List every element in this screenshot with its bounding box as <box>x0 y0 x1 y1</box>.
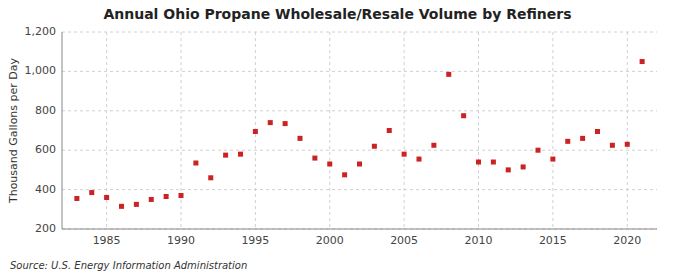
point <box>283 121 288 126</box>
point <box>89 190 94 195</box>
point <box>134 202 139 207</box>
y-axis-label: Thousand Gallons per Day <box>7 57 20 204</box>
point <box>640 59 645 64</box>
x-axis-line <box>62 229 657 230</box>
x-tick-label: 1990 <box>167 234 195 247</box>
point <box>446 72 451 77</box>
point <box>417 157 422 162</box>
point <box>595 129 600 134</box>
y-tick-label: 800 <box>35 104 56 117</box>
point <box>238 152 243 157</box>
point <box>327 161 332 166</box>
y-grid-line <box>62 150 657 151</box>
x-grid-line <box>404 32 405 229</box>
point <box>387 128 392 133</box>
x-tick-label: 2010 <box>465 234 493 247</box>
y-grid-line <box>62 71 657 72</box>
point <box>565 139 570 144</box>
x-tick-label: 1985 <box>93 234 121 247</box>
y-axis-line <box>62 32 63 229</box>
y-tick-label: 400 <box>35 183 56 196</box>
point <box>193 161 198 166</box>
x-tick-label: 1995 <box>241 234 269 247</box>
point <box>491 160 496 165</box>
point <box>164 194 169 199</box>
point <box>476 160 481 165</box>
point <box>461 113 466 118</box>
point <box>506 167 511 172</box>
y-grid-line <box>62 110 657 111</box>
point <box>372 144 377 149</box>
point <box>536 148 541 153</box>
point <box>298 136 303 141</box>
axes: 200 400 600 800 1,000 1,200 1985 1990 1995 2000 20… <box>25 25 658 247</box>
y-tick-label: 200 <box>35 222 56 235</box>
point <box>431 143 436 148</box>
x-grid-line <box>181 32 182 229</box>
chart-title: Annual Ohio Propane Wholesale/Resale Vol… <box>103 6 571 22</box>
point <box>223 153 228 158</box>
x-tick-label: 2000 <box>316 234 344 247</box>
y-tick-label: 600 <box>35 143 56 156</box>
point <box>610 143 615 148</box>
y-grid-line <box>62 32 657 33</box>
point <box>179 193 184 198</box>
point <box>580 136 585 141</box>
point <box>149 197 154 202</box>
y-tick-label: 1,000 <box>25 64 57 77</box>
x-tick-label: 2015 <box>539 234 567 247</box>
x-grid-line <box>552 32 553 229</box>
chart-svg: 200 400 600 800 1,000 1,200 1985 1990 1995 2000 20… <box>0 0 675 275</box>
y-grid-line <box>62 229 657 230</box>
chart-container: 200 400 600 800 1,000 1,200 1985 1990 1995 2000 20… <box>0 0 675 275</box>
y-grid-line <box>62 189 657 190</box>
point <box>268 120 273 125</box>
point <box>521 164 526 169</box>
x-grid-line <box>478 32 479 229</box>
point <box>208 175 213 180</box>
point <box>625 142 630 147</box>
source-note: Source: U.S. Energy Information Administ… <box>10 260 247 271</box>
x-tick-label: 2020 <box>613 234 641 247</box>
point <box>402 152 407 157</box>
grid <box>62 32 657 229</box>
point <box>550 157 555 162</box>
x-grid-line <box>627 32 628 229</box>
point <box>342 172 347 177</box>
x-grid-line <box>329 32 330 229</box>
point <box>104 195 109 200</box>
x-tick-label: 2005 <box>390 234 418 247</box>
point <box>74 196 79 201</box>
y-tick-label: 1,200 <box>25 25 57 38</box>
point <box>119 204 124 209</box>
point <box>312 156 317 161</box>
points <box>74 59 644 209</box>
point <box>357 161 362 166</box>
point <box>253 129 258 134</box>
